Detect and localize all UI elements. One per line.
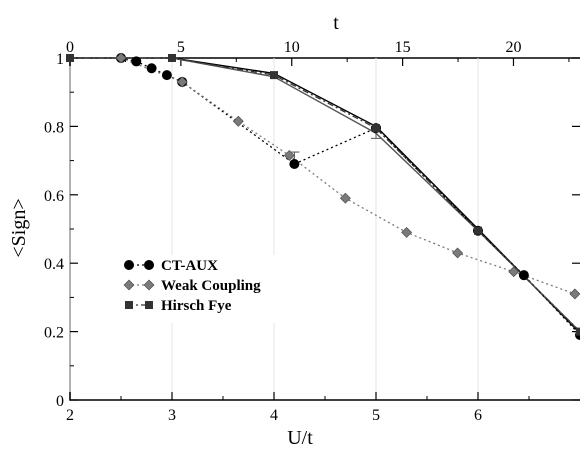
- data-point: [66, 54, 74, 62]
- data-point: [283, 150, 295, 161]
- legend-marker: [145, 301, 153, 309]
- y-tick-label: 0.8: [44, 119, 64, 136]
- top-axis-title: t: [333, 12, 339, 34]
- data-point: [518, 270, 529, 281]
- data-point: [161, 70, 172, 81]
- top-tick-label: 20: [505, 39, 521, 56]
- data-point: [474, 226, 482, 235]
- plot-frame: [69, 57, 580, 401]
- y-axis-title: <Sign>: [8, 198, 30, 257]
- data-point: [339, 192, 351, 204]
- y-tick-label: 0.2: [44, 325, 64, 342]
- x-tick-label: 4: [270, 407, 278, 424]
- data-point: [131, 56, 142, 67]
- data-point: [270, 71, 278, 80]
- legend-label: CT-AUX: [161, 258, 218, 274]
- data-point: [168, 54, 176, 62]
- top-tick-label: 10: [284, 39, 300, 56]
- data-point: [232, 115, 244, 127]
- legend-marker: [125, 301, 133, 309]
- legend-marker: [124, 260, 134, 270]
- top-tick-label: 15: [395, 39, 411, 56]
- legend-label: Hirsch Fye: [161, 298, 232, 314]
- data-point: [146, 63, 157, 74]
- data-point: [576, 327, 580, 336]
- x-tick-label: 2: [66, 407, 74, 424]
- data-point: [176, 76, 188, 88]
- y-tick-label: 0.4: [44, 256, 64, 273]
- y-tick-label: 0: [56, 393, 64, 410]
- data-point: [452, 247, 464, 259]
- x-axis-title: U/t: [287, 427, 313, 449]
- data-point: [508, 266, 520, 278]
- data-point: [372, 124, 380, 133]
- legend-marker: [143, 279, 155, 291]
- top-tick-label: 5: [177, 39, 185, 56]
- x-tick-label: 3: [168, 407, 176, 424]
- data-point: [569, 288, 580, 300]
- data-point: [115, 52, 127, 64]
- top-tick-label: 0: [66, 39, 74, 56]
- series-line-2: [70, 57, 580, 333]
- x-tick-label: 6: [474, 407, 482, 424]
- y-tick-label: 0.6: [44, 188, 64, 205]
- data-point: [289, 159, 300, 170]
- legend-marker: [144, 260, 154, 270]
- y-tick-label: 1: [56, 51, 64, 68]
- legend-label: Weak Coupling: [161, 278, 261, 294]
- data-point: [401, 226, 413, 238]
- legend-marker: [123, 279, 135, 291]
- x-tick-label: 5: [372, 407, 380, 424]
